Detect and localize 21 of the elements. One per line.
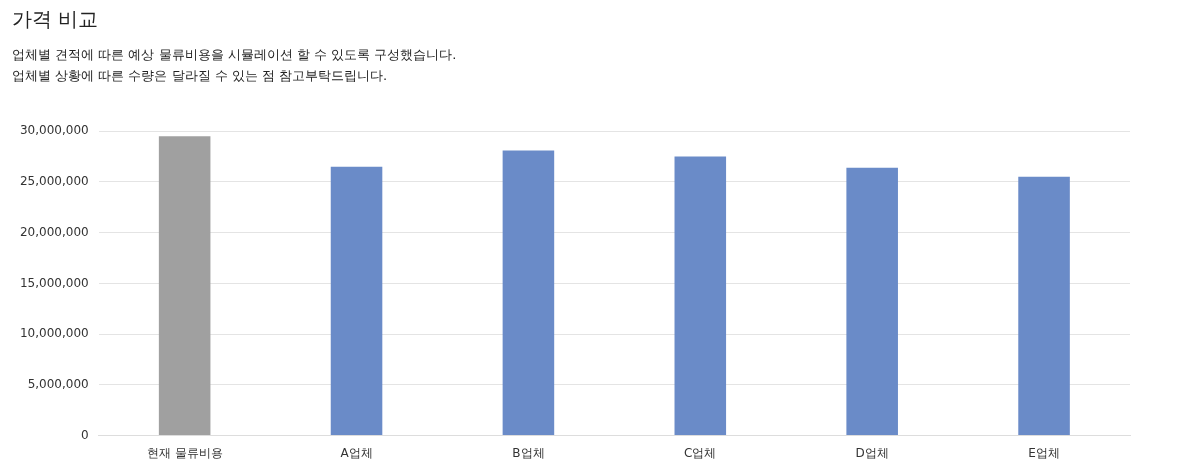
bar xyxy=(330,166,383,436)
y-tick-label: 25,000,000 xyxy=(19,174,89,189)
bar xyxy=(846,167,898,436)
bar xyxy=(1018,176,1070,436)
x-tick-label: 현재 물류비용 xyxy=(146,445,223,460)
bar xyxy=(674,156,727,436)
y-tick-label: 5,000,000 xyxy=(27,376,89,391)
y-tick-label: 10,000,000 xyxy=(19,326,89,341)
y-tick-label: 0 xyxy=(81,427,89,442)
x-tick-label: C업체 xyxy=(684,445,717,460)
x-tick-label: D업체 xyxy=(855,445,889,460)
chart-title: 가격 비교 xyxy=(12,6,99,33)
x-tick-label: B업체 xyxy=(512,445,545,460)
bar xyxy=(502,150,555,436)
y-tick-label: 30,000,000 xyxy=(19,123,89,138)
bar xyxy=(158,136,211,436)
x-tick-label: A업체 xyxy=(340,445,373,460)
x-tick-label: E업체 xyxy=(1028,445,1060,460)
y-tick-label: 20,000,000 xyxy=(19,224,89,239)
y-tick-label: 15,000,000 xyxy=(19,275,89,290)
chart-subtitle: 업체별 견적에 따른 예상 물류비용을 시뮬레이션 할 수 있도록 구성했습니다. 업체별 상황에 따른 수량은 달라질 수 있는 점 참고부탁드립니다. xyxy=(12,46,457,85)
